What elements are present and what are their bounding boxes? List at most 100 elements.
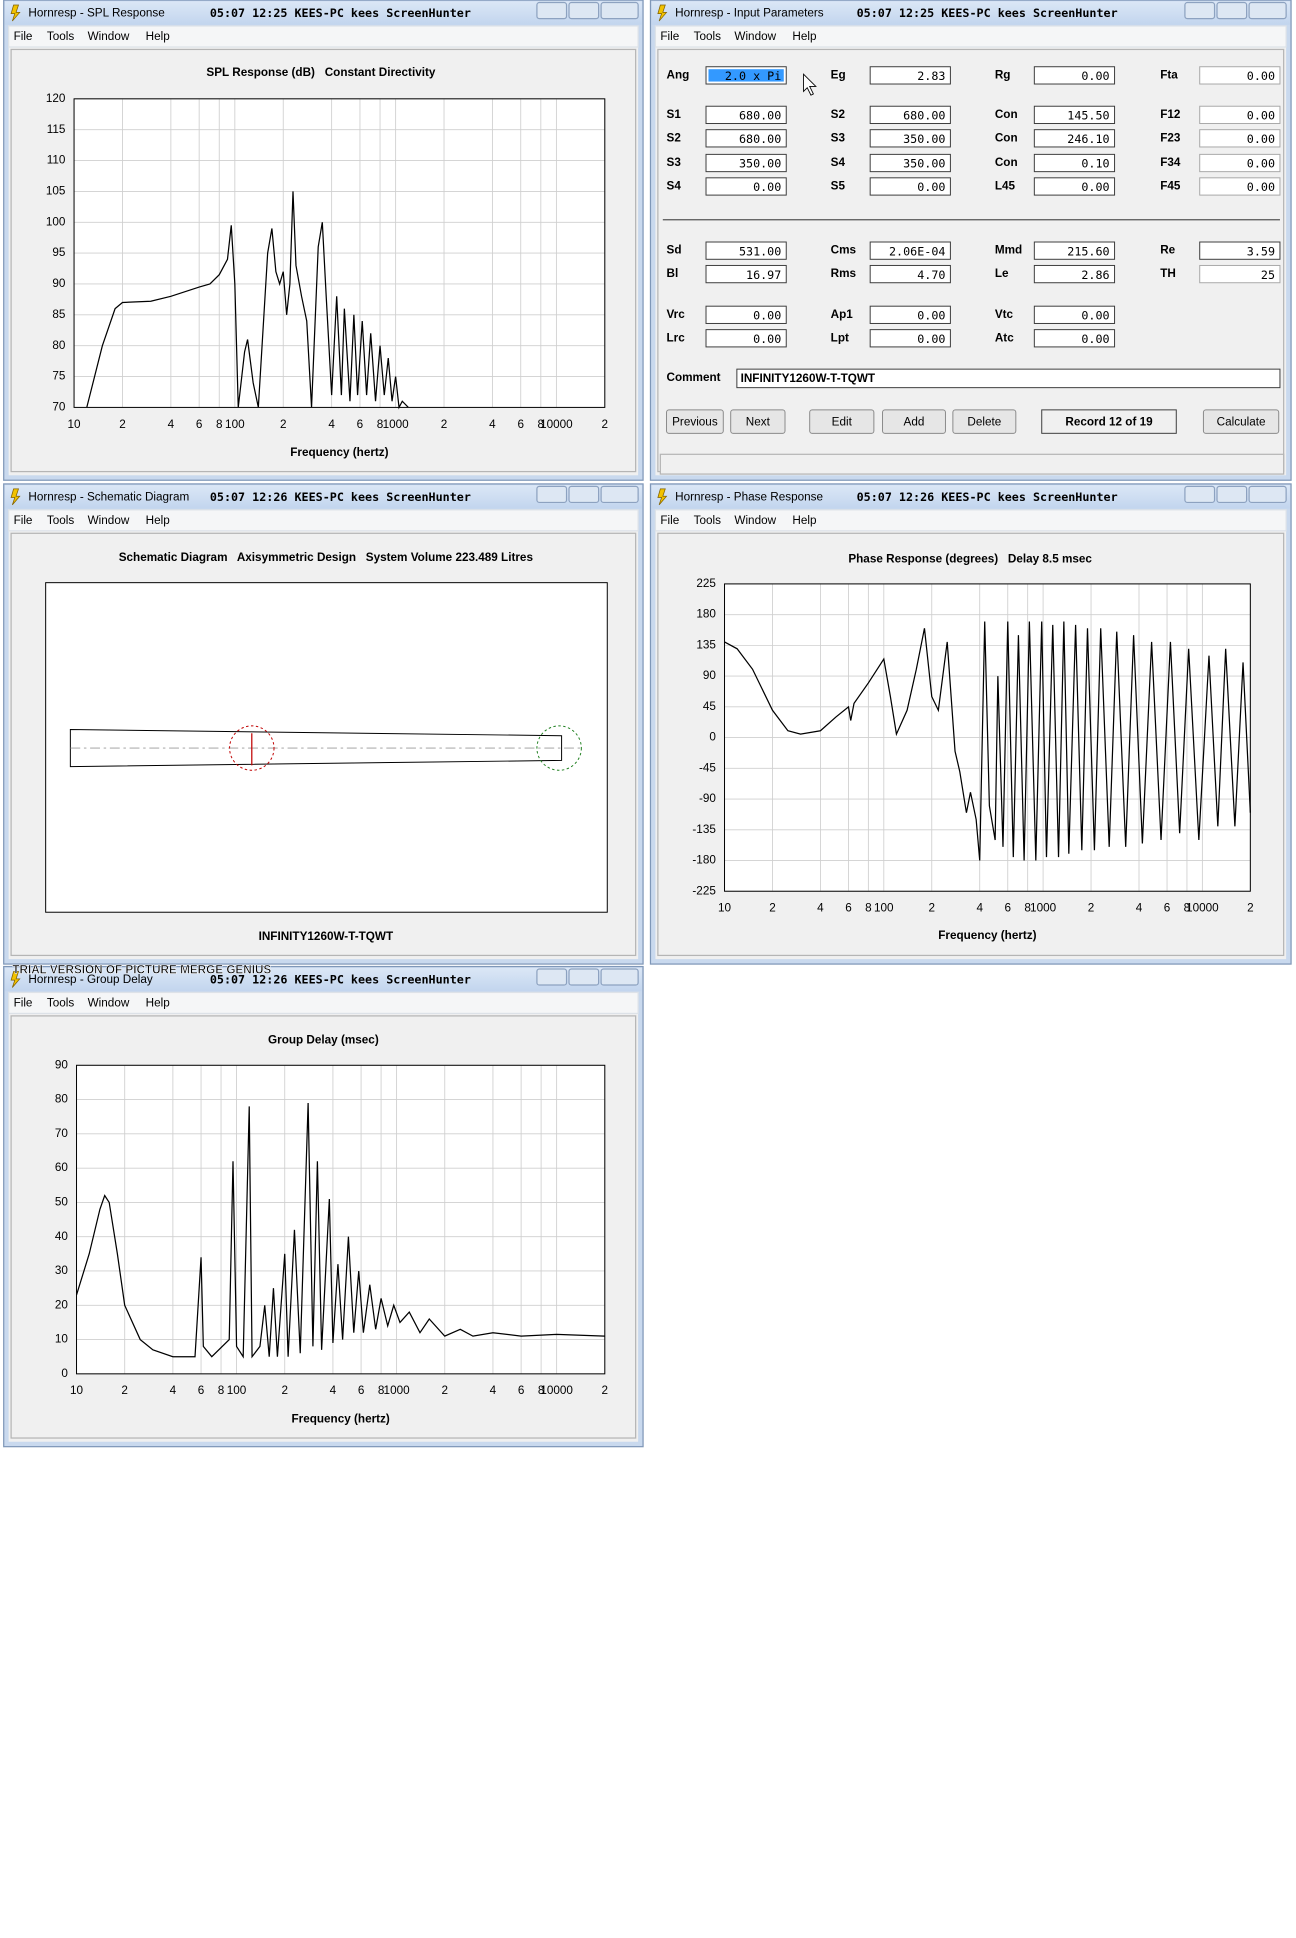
minimize-button[interactable] bbox=[1184, 1, 1216, 20]
close-button[interactable] bbox=[600, 968, 639, 986]
param-field[interactable] bbox=[1199, 177, 1281, 196]
menu-item[interactable]: Help bbox=[146, 30, 171, 43]
menu-item[interactable]: Help bbox=[146, 997, 171, 1010]
param-field[interactable] bbox=[869, 264, 951, 284]
button-label[interactable]: Add bbox=[904, 415, 925, 428]
menu-item[interactable]: File bbox=[660, 30, 679, 43]
window-title: Hornresp - Schematic Diagram bbox=[28, 491, 189, 504]
param-value: 0.00 bbox=[1081, 309, 1109, 323]
button-label[interactable]: Next bbox=[746, 415, 771, 428]
param-field[interactable] bbox=[1033, 241, 1116, 260]
param-label: Ang bbox=[667, 68, 690, 81]
menu-item[interactable]: Window bbox=[88, 30, 130, 43]
param-label: S2 bbox=[667, 131, 682, 144]
param-field[interactable] bbox=[869, 153, 951, 173]
comment-label: Comment bbox=[667, 371, 721, 384]
comment-field[interactable] bbox=[736, 368, 1281, 389]
menu-item[interactable]: Window bbox=[734, 30, 776, 43]
x-tick-label: 8 bbox=[865, 902, 872, 915]
menu-item[interactable]: File bbox=[14, 30, 33, 43]
param-field[interactable] bbox=[869, 305, 951, 324]
menu-item[interactable]: Tools bbox=[694, 514, 721, 527]
menu-item[interactable]: Window bbox=[88, 997, 130, 1010]
param-field[interactable] bbox=[1033, 305, 1116, 324]
maximize-button[interactable] bbox=[568, 1, 600, 20]
param-field[interactable] bbox=[869, 329, 951, 348]
menu-item[interactable]: Window bbox=[734, 514, 776, 527]
close-button[interactable] bbox=[600, 485, 639, 504]
button[interactable] bbox=[666, 409, 724, 434]
menu-item[interactable]: Help bbox=[146, 514, 171, 527]
y-tick-label: 120 bbox=[46, 92, 66, 105]
x-tick-label: 4 bbox=[817, 902, 824, 915]
param-field[interactable] bbox=[869, 241, 951, 260]
param-field[interactable] bbox=[1199, 264, 1281, 284]
x-tick-label: 10000 bbox=[1186, 902, 1219, 915]
menu-item[interactable]: Help bbox=[792, 30, 817, 43]
param-field[interactable] bbox=[1199, 153, 1281, 173]
param-field[interactable] bbox=[705, 105, 787, 125]
button-label[interactable]: Delete bbox=[967, 415, 1001, 428]
param-field[interactable] bbox=[869, 177, 951, 196]
param-field[interactable] bbox=[1199, 129, 1281, 148]
param-field[interactable] bbox=[1033, 264, 1116, 284]
param-field[interactable] bbox=[1033, 329, 1116, 348]
button[interactable] bbox=[882, 409, 946, 434]
menu-item[interactable]: Tools bbox=[694, 30, 721, 43]
button-label[interactable]: Calculate bbox=[1217, 415, 1266, 428]
maximize-button[interactable] bbox=[568, 968, 600, 986]
param-field[interactable] bbox=[705, 129, 787, 148]
chart-title: SPL Response (dB) Constant Directivity bbox=[206, 66, 435, 79]
x-tick-label: 10000 bbox=[540, 1384, 573, 1397]
param-field[interactable] bbox=[1199, 241, 1281, 260]
close-button[interactable] bbox=[600, 1, 639, 20]
button[interactable] bbox=[952, 409, 1017, 434]
menu-item[interactable]: Tools bbox=[47, 997, 74, 1010]
param-label: Lrc bbox=[667, 331, 686, 344]
param-field[interactable] bbox=[705, 241, 787, 260]
param-field[interactable] bbox=[1199, 105, 1281, 125]
minimize-button[interactable] bbox=[536, 485, 568, 504]
minimize-button[interactable] bbox=[536, 1, 568, 20]
maximize-button[interactable] bbox=[1216, 1, 1248, 20]
param-field[interactable] bbox=[1033, 129, 1116, 148]
menu-item[interactable]: File bbox=[660, 514, 679, 527]
minimize-button[interactable] bbox=[1184, 485, 1216, 504]
client-border bbox=[10, 532, 637, 957]
close-button[interactable] bbox=[1248, 1, 1287, 20]
param-field[interactable] bbox=[705, 329, 787, 348]
maximize-button[interactable] bbox=[1216, 485, 1248, 504]
param-field[interactable] bbox=[1033, 177, 1116, 196]
menu-item[interactable]: Window bbox=[88, 514, 130, 527]
param-field[interactable] bbox=[1199, 66, 1281, 85]
param-field[interactable] bbox=[1033, 153, 1116, 173]
param-label: Mmd bbox=[995, 244, 1022, 257]
param-value: 0.00 bbox=[753, 180, 781, 194]
param-field[interactable] bbox=[869, 66, 951, 85]
maximize-button[interactable] bbox=[568, 485, 600, 504]
param-field[interactable] bbox=[869, 105, 951, 125]
menu-item[interactable]: File bbox=[14, 997, 33, 1010]
button[interactable] bbox=[730, 409, 786, 434]
x-tick-label: 6 bbox=[1004, 902, 1011, 915]
param-label: F12 bbox=[1160, 108, 1181, 121]
y-tick-label: -45 bbox=[699, 761, 716, 774]
button-label[interactable]: Previous bbox=[672, 415, 718, 428]
param-field[interactable] bbox=[1033, 105, 1116, 125]
param-field[interactable] bbox=[705, 177, 787, 196]
param-field[interactable] bbox=[869, 129, 951, 148]
button[interactable] bbox=[1202, 409, 1280, 434]
param-field[interactable] bbox=[705, 305, 787, 324]
menu-item[interactable]: Help bbox=[792, 514, 817, 527]
x-tick-label: 2 bbox=[769, 902, 776, 915]
param-field[interactable] bbox=[705, 264, 787, 284]
param-field[interactable] bbox=[1033, 66, 1116, 85]
minimize-button[interactable] bbox=[536, 968, 568, 986]
x-axis-label: Frequency (hertz) bbox=[291, 1413, 389, 1426]
menu-item[interactable]: File bbox=[14, 514, 33, 527]
menu-item[interactable]: Tools bbox=[47, 30, 74, 43]
menu-item[interactable]: Tools bbox=[47, 514, 74, 527]
param-field[interactable] bbox=[705, 153, 787, 173]
close-button[interactable] bbox=[1248, 485, 1287, 504]
x-tick-label: 4 bbox=[489, 418, 496, 431]
